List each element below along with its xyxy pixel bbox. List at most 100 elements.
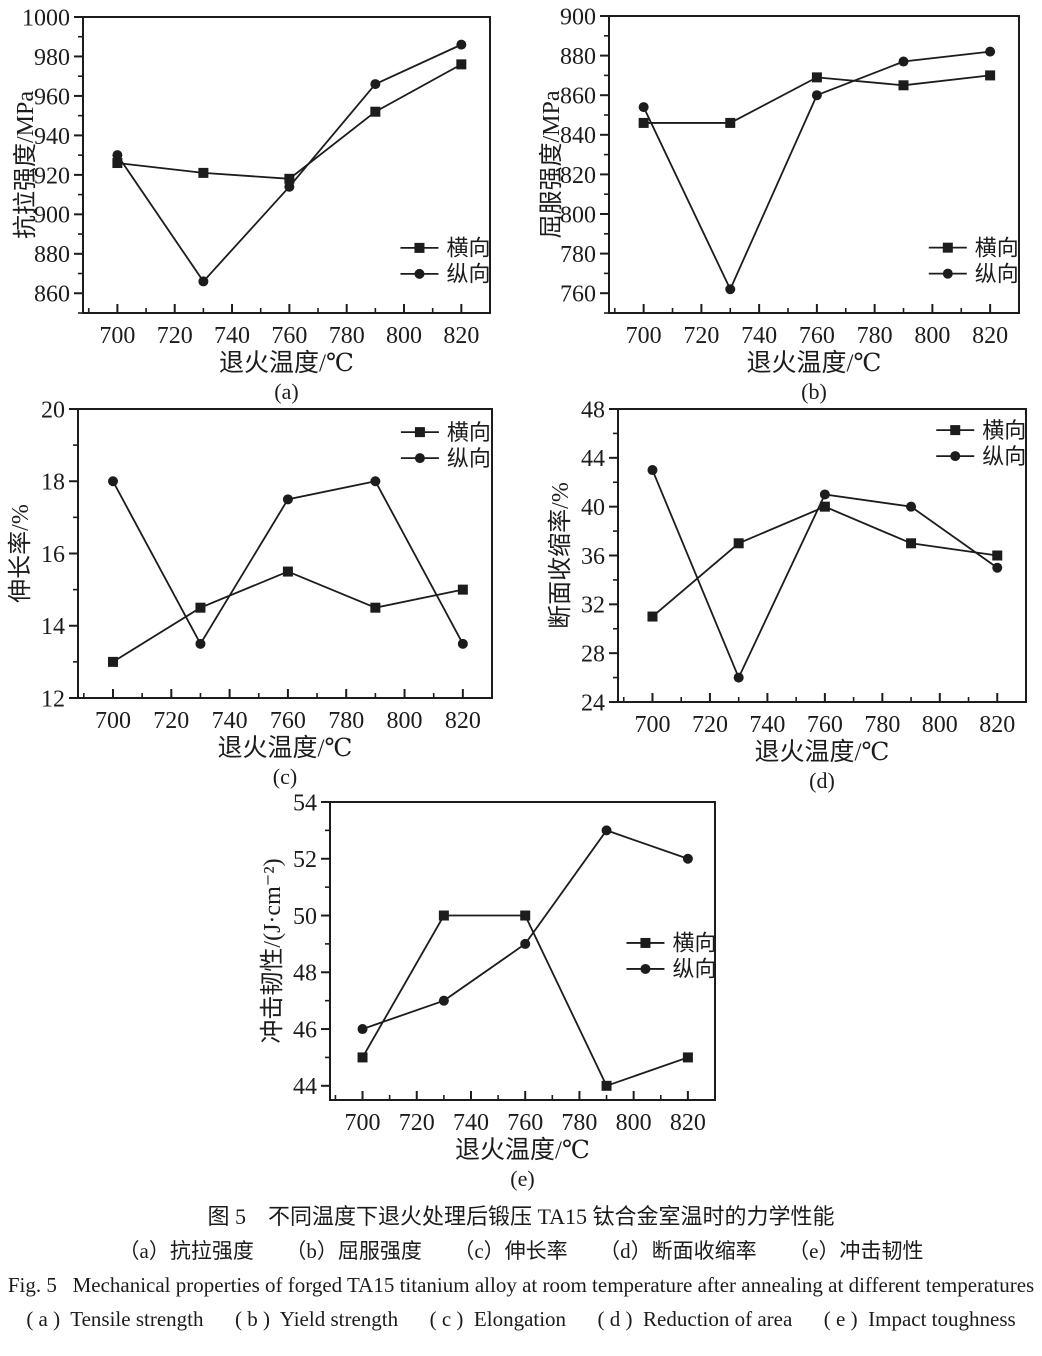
svg-text:24: 24 [581, 690, 605, 716]
svg-text:820: 820 [443, 323, 479, 349]
svg-text:700: 700 [634, 712, 670, 738]
series-line [642, 50, 991, 292]
chart-a-tensile-strength: 700 720 740 760 780 800 820 860 880 900 920 940 960 9… [0, 0, 521, 404]
svg-text:760: 760 [560, 282, 596, 308]
data-point-square [992, 550, 1003, 561]
svg-text:740: 740 [741, 323, 777, 349]
data-point-circle [898, 56, 909, 67]
series-line [116, 43, 462, 283]
plot-border [82, 16, 491, 314]
legend-label: 纵向 [982, 444, 1026, 469]
svg-text:48: 48 [581, 397, 605, 423]
svg-text:700: 700 [99, 323, 135, 349]
svg-text:740: 740 [453, 1110, 489, 1136]
svg-text:54: 54 [293, 790, 317, 816]
legend-circle-marker-icon [640, 963, 651, 974]
subplot-label: (d) [809, 768, 835, 793]
svg-text:700: 700 [95, 708, 131, 734]
svg-text:780: 780 [857, 323, 893, 349]
y-axis: 44 46 48 50 52 54 [293, 790, 330, 1100]
x-axis: 700 720 740 760 780 800 820 [622, 693, 1027, 738]
legend-square-marker-icon [414, 427, 425, 438]
data-point-circle [112, 150, 123, 161]
caption-subitems-en: ( a ) Tensile strength ( b ) Yield stren… [26, 1307, 1016, 1331]
svg-text:840: 840 [560, 123, 596, 149]
data-point-circle [457, 638, 468, 649]
series-circle [112, 39, 467, 287]
svg-text:820: 820 [560, 163, 596, 189]
y-axis-label: 抗拉强度/MPa [12, 91, 39, 239]
legend-circle-marker-icon [950, 451, 961, 462]
svg-text:780: 780 [329, 323, 365, 349]
chart-e-canvas: 700 720 740 760 780 800 820 44 46 48 50 52 54 退火温度/℃ 冲… [259, 790, 716, 1191]
svg-text:20: 20 [41, 397, 65, 423]
svg-text:800: 800 [386, 323, 422, 349]
data-point-circle [638, 102, 649, 113]
svg-text:18: 18 [41, 470, 65, 496]
y-axis-label: 冲击韧性/(J·cm⁻²) [259, 858, 286, 1043]
svg-text:780: 780 [328, 708, 364, 734]
svg-text:16: 16 [41, 542, 65, 568]
series-line [651, 505, 998, 618]
data-point-square [906, 538, 917, 549]
series-line [112, 480, 464, 646]
y-axis: 24 28 32 36 40 44 48 [581, 397, 618, 716]
data-point-square [647, 611, 658, 622]
series-circle [357, 825, 693, 1035]
legend-circle-marker-icon [942, 268, 953, 279]
svg-text:28: 28 [581, 642, 605, 668]
data-point-circle [682, 853, 693, 864]
data-point-square [733, 538, 744, 549]
svg-text:880: 880 [34, 242, 70, 268]
series-circle [647, 465, 1003, 683]
y-axis: 760 780 800 820 840 860 880 900 [560, 4, 609, 314]
subplot-label: (e) [510, 1166, 534, 1191]
data-point-square [520, 910, 531, 921]
data-point-circle [107, 476, 118, 487]
svg-text:760: 760 [807, 712, 843, 738]
y-axis: 12 14 16 18 20 [41, 397, 78, 712]
svg-text:1000: 1000 [22, 5, 70, 31]
svg-text:700: 700 [345, 1110, 381, 1136]
subplot-label: (c) [273, 764, 297, 789]
data-point-square [819, 501, 830, 512]
series-circle [638, 46, 996, 295]
svg-text:820: 820 [972, 323, 1008, 349]
svg-text:740: 740 [214, 323, 250, 349]
data-point-circle [733, 672, 744, 683]
svg-text:12: 12 [41, 686, 65, 712]
data-point-square [601, 1080, 612, 1091]
series-line [651, 469, 998, 680]
data-point-circle [601, 825, 612, 836]
x-axis: 700 720 740 760 780 800 820 [87, 304, 491, 349]
svg-text:800: 800 [560, 202, 596, 228]
x-axis: 700 720 740 760 780 800 820 [613, 304, 1020, 349]
legend-label: 横向 [672, 931, 716, 956]
data-point-square [682, 1052, 693, 1063]
data-point-circle [195, 638, 206, 649]
data-point-square [107, 656, 118, 667]
data-point-square [985, 70, 996, 81]
data-point-square [456, 59, 467, 70]
svg-text:820: 820 [979, 712, 1015, 738]
plot-border [608, 15, 1020, 314]
svg-text:40: 40 [581, 495, 605, 521]
y-axis: 860 880 900 920 940 960 980 1000 [22, 5, 83, 314]
data-point-circle [906, 501, 917, 512]
legend-label: 纵向 [447, 446, 491, 471]
svg-text:940: 940 [34, 124, 70, 150]
svg-text:780: 780 [561, 1110, 597, 1136]
data-point-circle [198, 276, 209, 287]
svg-text:720: 720 [157, 323, 193, 349]
plot-border [77, 408, 493, 699]
svg-text:14: 14 [41, 614, 65, 640]
svg-text:800: 800 [914, 323, 950, 349]
series-square [357, 910, 693, 1091]
chart-d-canvas: 700 720 740 760 780 800 820 24 28 32 36 40 44 48 退火温度/… [547, 397, 1027, 793]
data-point-circle [992, 562, 1003, 573]
data-point-square [370, 106, 381, 117]
svg-text:900: 900 [34, 203, 70, 229]
